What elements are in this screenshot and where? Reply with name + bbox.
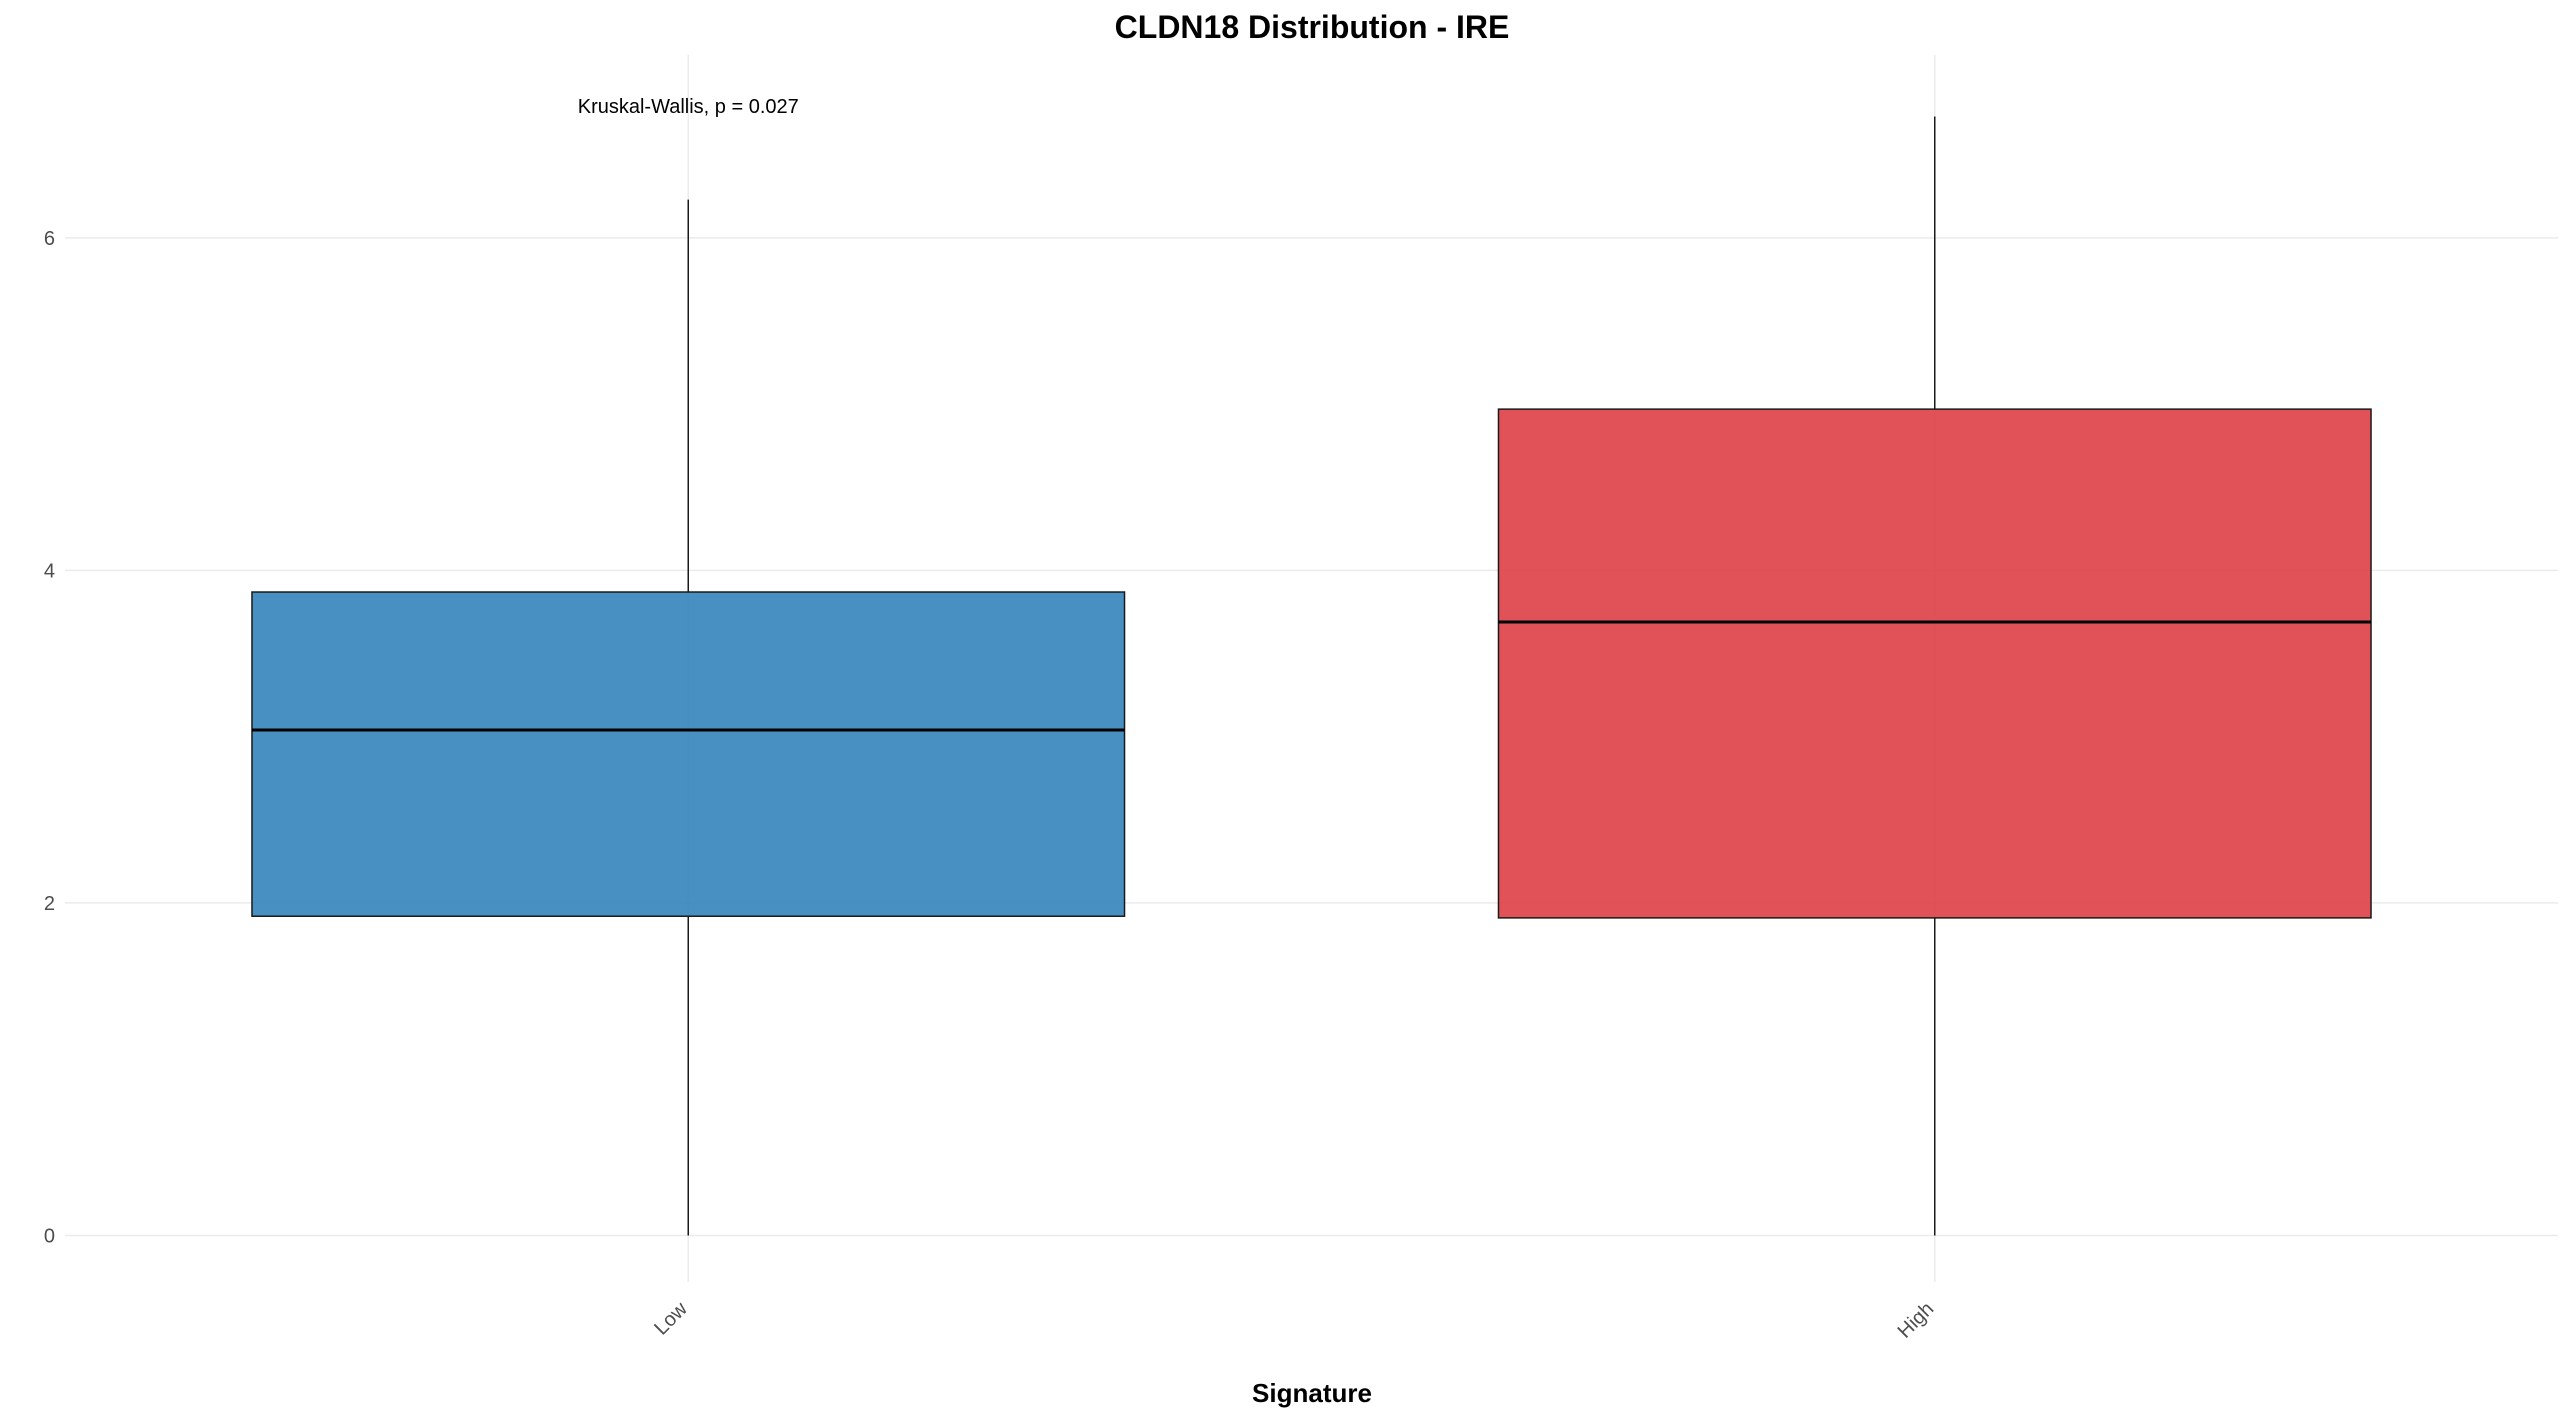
annotation-text: Kruskal-Wallis, p = 0.027 [578,96,799,118]
boxes [251,116,2372,1236]
y-tick-label: 2 [44,893,55,915]
x-axis-title: Signature [1252,1378,1372,1408]
y-tick-label: 4 [44,560,55,582]
x-tick-label-high: High [1894,1298,1939,1343]
x-tick-label-low: Low [650,1298,692,1340]
y-tick-label: 6 [44,228,55,250]
box-low [251,591,1126,917]
chart-title: CLDN18 Distribution - IRE [1115,9,1510,45]
y-tick-label: 0 [44,1225,55,1247]
box-high [1497,408,2372,919]
